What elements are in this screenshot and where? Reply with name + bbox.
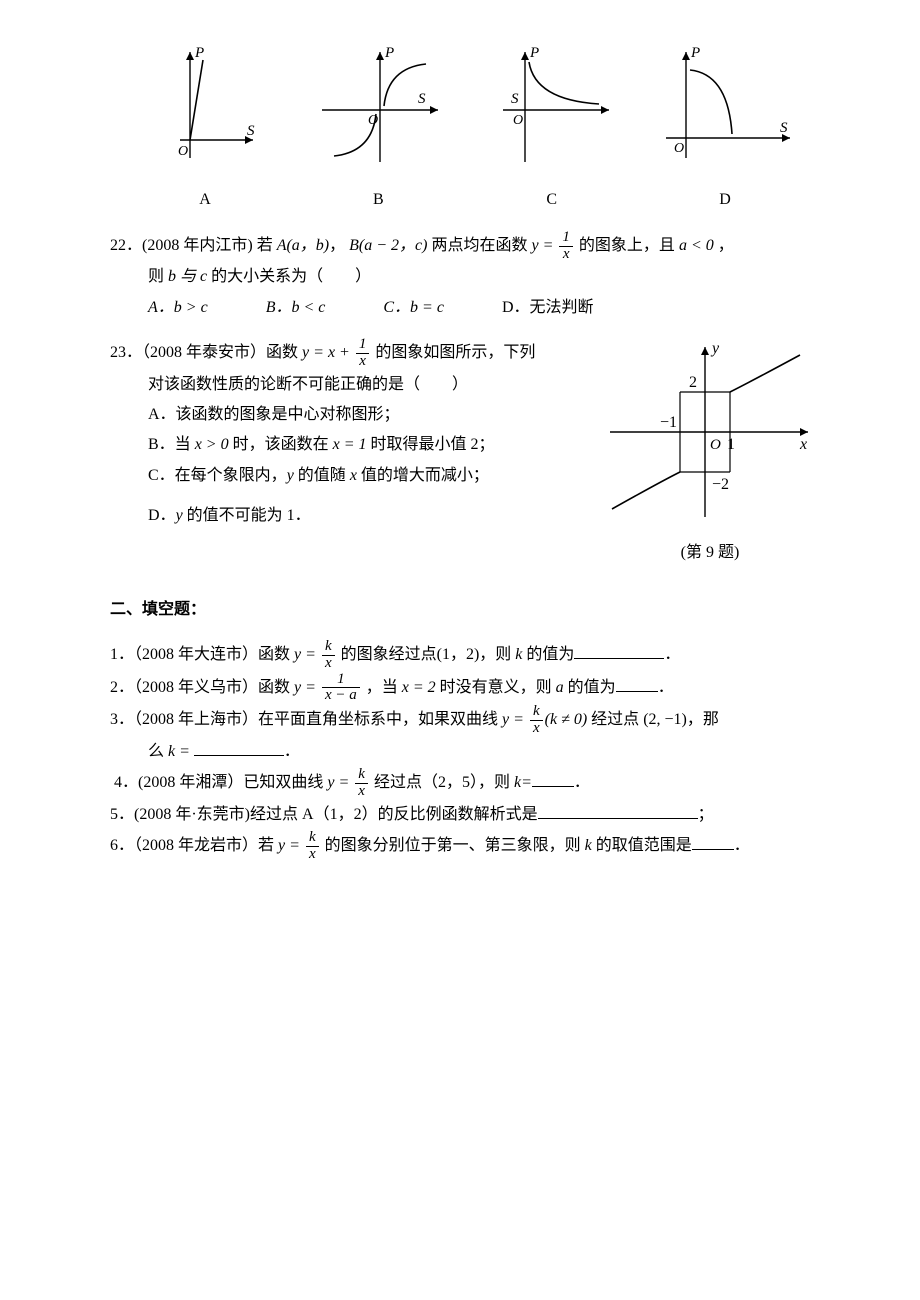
graph-c-label: C bbox=[467, 185, 637, 215]
fill-q4-blank bbox=[532, 770, 574, 787]
svg-text:S: S bbox=[780, 120, 788, 136]
graph-a-label: A bbox=[120, 185, 290, 215]
svg-text:S: S bbox=[247, 123, 255, 139]
q22-text1: 若 bbox=[253, 237, 277, 254]
q22-opt-d: D．无法判断 bbox=[502, 293, 594, 323]
svg-text:y: y bbox=[710, 340, 720, 357]
svg-text:O: O bbox=[710, 437, 721, 453]
svg-text:1: 1 bbox=[727, 436, 735, 453]
graph-option-b: P S O B bbox=[293, 40, 463, 216]
q22-opt-b: B．b < c bbox=[266, 293, 326, 323]
q22-opt-a: A．b > c bbox=[148, 293, 208, 323]
svg-text:x: x bbox=[799, 436, 807, 453]
graph-c-svg: P S O bbox=[487, 40, 617, 170]
q22-cond: a < 0 bbox=[679, 237, 714, 254]
fill-q3: 3．（2008 年上海市）在平面直角坐标系中，如果双曲线 y = kx(k ≠ … bbox=[110, 704, 820, 767]
fill-q6: 6．（2008 年龙岩市）若 y = kx 的图象分别位于第一、第三象限，则 k… bbox=[110, 830, 820, 863]
svg-text:S: S bbox=[418, 91, 426, 107]
q22-body: 两点均在函数 bbox=[432, 237, 532, 254]
fill-q4: 4．(2008 年湘潭）已知双曲线 y = kx 经过点（2，5），则 k=． bbox=[110, 767, 820, 800]
fill-q2: 2．（2008 年义乌市）函数 y = 1x − a ，当 x = 2 时没有意… bbox=[110, 672, 820, 705]
svg-text:−1: −1 bbox=[660, 414, 677, 431]
q22-afterfrac: 的图象上，且 bbox=[575, 237, 679, 254]
q22-options: A．b > c B．b < c C．b = c D．无法判断 bbox=[110, 293, 820, 323]
q23-frac: 1x bbox=[356, 337, 370, 370]
q22-number: 22． bbox=[110, 237, 142, 254]
graph-d-label: D bbox=[640, 185, 810, 215]
q22-opt-c: C．b = c bbox=[383, 293, 444, 323]
graph-option-a: P S O A bbox=[120, 40, 290, 216]
q22-frac: 1x bbox=[559, 230, 573, 263]
fill-q1: 1．（2008 年大连市）函数 y = kx 的图象经过点(1，2)，则 k 的… bbox=[110, 639, 820, 672]
q23-source: （2008 年泰安市） bbox=[142, 344, 266, 361]
graph-d-svg: P S O bbox=[650, 40, 800, 170]
svg-text:O: O bbox=[368, 113, 378, 128]
svg-text:2: 2 bbox=[689, 374, 697, 391]
graph-b-svg: P S O bbox=[308, 40, 448, 170]
svg-text:S: S bbox=[511, 91, 519, 107]
question-22: 22．(2008 年内江市) 若 A(a，b)， B(a − 2，c) 两点均在… bbox=[110, 230, 820, 323]
q22-B: B(a − 2，c) bbox=[349, 237, 427, 254]
graph-option-c: P S O C bbox=[467, 40, 637, 216]
svg-text:P: P bbox=[194, 45, 204, 61]
fill-q5-blank bbox=[538, 802, 698, 819]
q22-line2: 则 b 与 c 的大小关系为（ ） bbox=[110, 262, 820, 292]
fill-q5: 5．(2008 年·东莞市)经过点 A（1，2）的反比例函数解析式是； bbox=[110, 800, 820, 830]
question-23: y x O 2 1 −1 −2 (第 9 题) 23．（2008 年泰安市）函数… bbox=[110, 337, 820, 569]
graph-option-d: P S O D bbox=[640, 40, 810, 216]
q23-figure: y x O 2 1 −1 −2 (第 9 题) bbox=[600, 337, 820, 569]
q23-yeq: y = x + bbox=[302, 344, 350, 361]
svg-text:P: P bbox=[690, 45, 700, 61]
fill-q3-blank bbox=[194, 739, 284, 756]
graph-options-row: P S O A P S O B bbox=[110, 40, 820, 216]
graph-b-label: B bbox=[293, 185, 463, 215]
q23-figure-caption: (第 9 题) bbox=[600, 538, 820, 568]
q22-source: (2008 年内江市) bbox=[142, 237, 253, 254]
section-2-title: 二、填空题： bbox=[110, 595, 820, 625]
svg-text:P: P bbox=[384, 45, 394, 61]
q22-yeq: y = bbox=[532, 237, 554, 254]
svg-text:O: O bbox=[513, 113, 523, 128]
svg-text:P: P bbox=[529, 45, 539, 61]
q23-number: 23． bbox=[110, 344, 142, 361]
graph-a-svg: P S O bbox=[145, 40, 265, 170]
fill-q2-blank bbox=[616, 675, 658, 692]
svg-text:O: O bbox=[178, 144, 188, 159]
svg-text:O: O bbox=[674, 141, 684, 156]
q23-post: 的图象如图所示，下列 bbox=[371, 344, 535, 361]
svg-text:−2: −2 bbox=[712, 476, 729, 493]
q22-A: A(a，b) bbox=[277, 237, 329, 254]
fill-q6-blank bbox=[692, 833, 734, 850]
q23-figure-svg: y x O 2 1 −1 −2 bbox=[600, 337, 820, 527]
fill-q1-blank bbox=[574, 642, 664, 659]
q23-pre: 函数 bbox=[266, 344, 302, 361]
